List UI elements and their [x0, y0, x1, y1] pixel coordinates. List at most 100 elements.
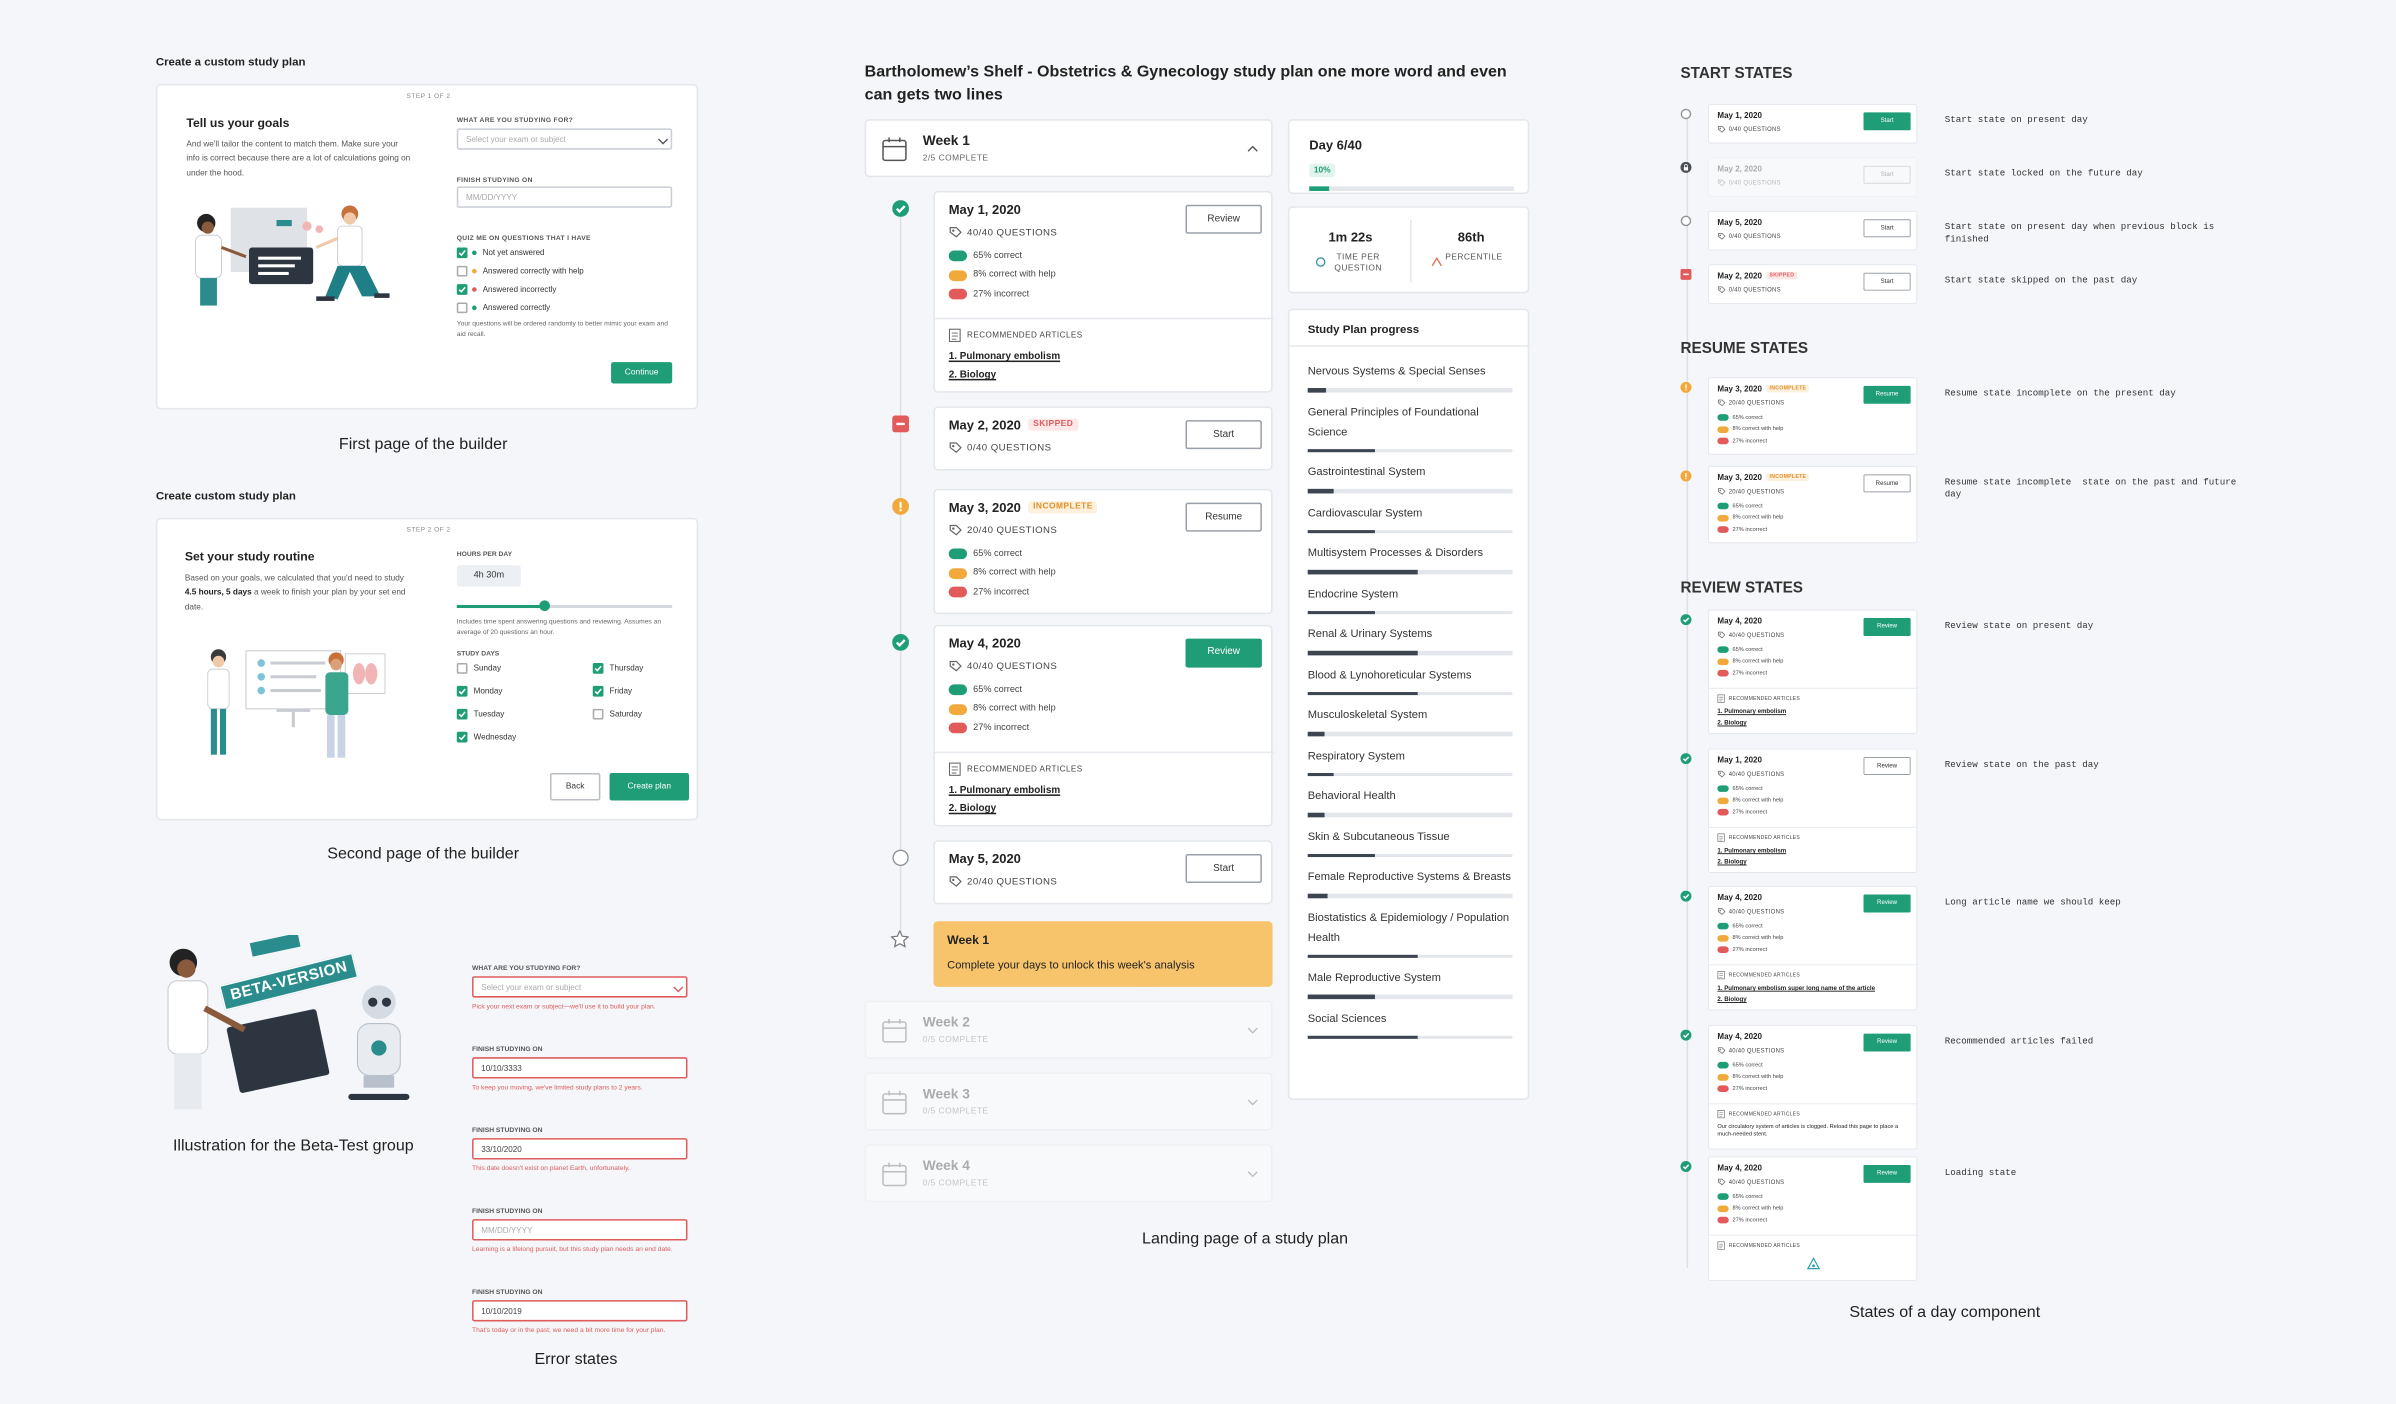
- week-header[interactable]: Week 1 2/5 COMPLETE: [864, 119, 1273, 178]
- divider: [1708, 964, 1919, 966]
- progress-track: [1309, 186, 1514, 191]
- week-header[interactable]: Week 2 0/5 COMPLETE: [864, 1000, 1273, 1059]
- decoration: [458, 711, 466, 718]
- subject-item[interactable]: Male Reproductive System: [1307, 967, 1513, 1007]
- subject-item[interactable]: General Principles of Foundational Scien…: [1307, 401, 1513, 461]
- decoration: [948, 762, 961, 776]
- checkbox[interactable]: [456, 708, 468, 720]
- week-header[interactable]: Week 3 0/5 COMPLETE: [864, 1072, 1273, 1131]
- subject-track: [1307, 529, 1513, 534]
- subject-item[interactable]: Renal & Urinary Systems: [1307, 623, 1513, 663]
- article-link[interactable]: 1. Pulmonary embolism: [1717, 847, 1787, 855]
- decoration: [1717, 399, 1726, 407]
- subject-item[interactable]: Musculoskeletal System: [1307, 704, 1513, 744]
- day-button[interactable]: Resume: [1185, 502, 1262, 532]
- select[interactable]: Select your exam or subject: [472, 976, 688, 998]
- questions-icon: [1717, 908, 1726, 916]
- stat-label: 27% incorrect: [1732, 438, 1768, 444]
- checkbox[interactable]: [592, 685, 604, 697]
- input[interactable]: 10/10/2019: [472, 1300, 688, 1322]
- day-button[interactable]: Review: [1863, 1033, 1911, 1052]
- checkbox[interactable]: [456, 265, 468, 277]
- decoration: [1717, 971, 1725, 980]
- article-link[interactable]: 1. Pulmonary embolism: [948, 351, 1061, 363]
- checkbox[interactable]: [456, 302, 468, 314]
- day-button[interactable]: Start: [1863, 112, 1911, 131]
- checkbox[interactable]: [456, 663, 468, 674]
- article-link[interactable]: 2. Biology: [1717, 858, 1747, 866]
- article-link[interactable]: 1. Pulmonary embolism super long name of…: [1717, 985, 1876, 992]
- day-button[interactable]: Review: [1863, 757, 1911, 775]
- decoration: [1717, 488, 1726, 495]
- field-label: STUDY DAYS: [456, 649, 500, 657]
- subject-bar: [1307, 731, 1325, 736]
- input[interactable]: 33/10/2020: [472, 1138, 688, 1160]
- decoration: [951, 332, 958, 340]
- subject-item[interactable]: Cardiovascular System: [1307, 502, 1513, 542]
- day-button[interactable]: Review: [1185, 204, 1262, 234]
- stat-label: 27% incorrect: [1732, 1085, 1768, 1092]
- select[interactable]: Select your exam or subject: [456, 128, 673, 150]
- create-button[interactable]: Create plan: [609, 773, 689, 801]
- slider-thumb[interactable]: [539, 600, 550, 612]
- day-label: Wednesday: [473, 733, 517, 743]
- day-button[interactable]: Start: [1863, 272, 1911, 291]
- day-button[interactable]: Resume: [1863, 385, 1911, 404]
- caption: Landing page of a study plan: [1142, 1229, 1349, 1249]
- article-link[interactable]: 1. Pulmonary embolism: [1717, 708, 1787, 716]
- subject-item[interactable]: Endocrine System: [1307, 583, 1513, 623]
- day-button[interactable]: Start: [1863, 165, 1911, 184]
- stat-pill: [1717, 669, 1729, 677]
- decoration: [458, 286, 466, 293]
- day-button[interactable]: Review: [1863, 1164, 1911, 1183]
- week-header[interactable]: Week 4 0/5 COMPLETE: [864, 1144, 1273, 1203]
- article-link[interactable]: 2. Biology: [948, 369, 997, 381]
- checkbox[interactable]: [456, 731, 468, 743]
- back-button[interactable]: Back: [549, 773, 601, 801]
- articles-error: Our circulatory system of articles is cl…: [1717, 1124, 1899, 1138]
- input[interactable]: 10/10/3333: [472, 1057, 688, 1079]
- field-label: FINISH STUDYING ON: [472, 1206, 543, 1215]
- subject-track: [1307, 1035, 1513, 1039]
- subject-item[interactable]: Blood & Lynohoreticular Systems: [1307, 664, 1513, 704]
- day-label: Saturday: [609, 710, 642, 720]
- decoration: [330, 658, 342, 671]
- day-button[interactable]: Resume: [1863, 474, 1911, 493]
- day-button[interactable]: Review: [1863, 618, 1911, 636]
- decoration: [1247, 1099, 1258, 1106]
- article-link[interactable]: 2. Biology: [1717, 996, 1747, 1003]
- article-link[interactable]: 2. Biology: [948, 803, 997, 815]
- input[interactable]: MM/DD/YYYY: [456, 186, 673, 208]
- day-button[interactable]: Start: [1185, 420, 1262, 450]
- decoration: [1717, 908, 1726, 915]
- day-button[interactable]: Start: [1863, 219, 1911, 238]
- decoration: [949, 442, 962, 454]
- subject-item[interactable]: Social Sciences: [1307, 1008, 1513, 1048]
- subject-item[interactable]: Nervous Systems & Special Senses: [1307, 361, 1513, 401]
- subject-name: Male Reproductive System: [1307, 970, 1441, 984]
- subject-item[interactable]: Respiratory System: [1307, 745, 1513, 785]
- subject-item[interactable]: Skin & Subcutaneous Tissue: [1307, 826, 1513, 866]
- subject-item[interactable]: Gastrointestinal System: [1307, 461, 1513, 501]
- day-button[interactable]: Review: [1185, 638, 1262, 668]
- checkbox[interactable]: [456, 247, 468, 259]
- questions: 0/40 QUESTIONS: [1728, 286, 1781, 294]
- checkbox[interactable]: [456, 284, 468, 295]
- decoration: [1717, 126, 1726, 133]
- subject-item[interactable]: Behavioral Health: [1307, 785, 1513, 825]
- article-link[interactable]: 1. Pulmonary embolism: [948, 785, 1061, 796]
- subject-item[interactable]: Biostatistics & Epidemiology / Populatio…: [1307, 907, 1513, 967]
- checkbox[interactable]: [592, 663, 604, 674]
- subject-item[interactable]: Multisystem Processes & Disorders: [1307, 542, 1513, 582]
- continue-button[interactable]: Continue: [611, 362, 673, 384]
- day-button[interactable]: Review: [1863, 894, 1911, 913]
- slider-track[interactable]: [456, 604, 673, 608]
- checkbox[interactable]: [456, 685, 468, 697]
- subject-item[interactable]: Female Reproductive Systems & Breasts: [1307, 866, 1513, 906]
- articles-icon: [948, 762, 961, 776]
- input[interactable]: MM/DD/YYYY: [472, 1219, 688, 1241]
- checkbox[interactable]: [592, 708, 604, 720]
- article-link[interactable]: 2. Biology: [1717, 719, 1747, 727]
- decoration: [951, 766, 958, 774]
- day-button[interactable]: Start: [1185, 853, 1262, 884]
